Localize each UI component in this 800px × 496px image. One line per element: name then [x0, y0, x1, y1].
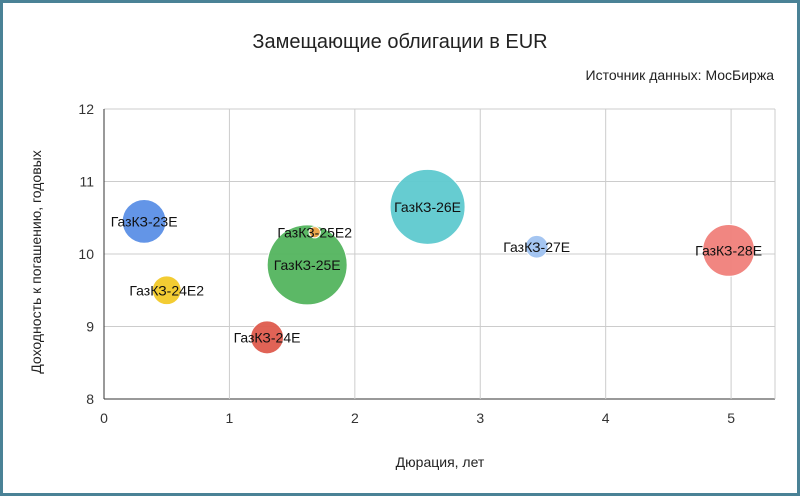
bubble-label: ГазКЗ-24Е	[234, 329, 301, 345]
y-tick-label: 10	[78, 246, 94, 262]
bubble-label: ГазКЗ-26Е	[394, 199, 461, 215]
bubble	[151, 275, 182, 306]
x-tick-label: 0	[100, 410, 108, 426]
bubble-label: ГазКЗ-28Е	[695, 242, 762, 258]
y-tick-label: 9	[86, 319, 94, 335]
bubble	[250, 320, 285, 355]
y-tick-label: 12	[78, 101, 94, 117]
grid	[103, 108, 776, 400]
bubble-label: ГазКЗ-25Е2	[277, 224, 352, 240]
chart-subtitle: Источник данных: МосБиржа	[586, 67, 775, 83]
x-tick-label: 1	[226, 410, 234, 426]
bubble	[524, 234, 549, 259]
chart-title: Замещающие облигации в EUR	[252, 31, 547, 53]
bubble	[389, 168, 466, 245]
data-labels-layer: ГазКЗ-23Е ГазКЗ-24Е2 ГазКЗ-24Е ГазКЗ-25Е2 Га…	[111, 199, 762, 346]
x-tick-label: 4	[602, 410, 610, 426]
bubble	[121, 198, 167, 244]
bubble	[308, 226, 321, 239]
x-axis-title: Дюрация, лет	[396, 454, 485, 470]
bubble-label: ГазКЗ-23Е	[111, 213, 178, 229]
y-tick-label: 11	[79, 174, 94, 190]
x-tick-label: 3	[476, 410, 484, 426]
x-tick-label: 5	[727, 410, 735, 426]
bubble	[266, 224, 348, 306]
y-tick-label: 8	[86, 391, 94, 407]
bubbles-layer	[121, 168, 756, 355]
bubble	[702, 223, 756, 277]
bubble-label: ГазКЗ-25Е	[274, 257, 341, 273]
bubble-label: ГазКЗ-24Е2	[129, 282, 204, 298]
y-axis-title: Доходность к погашению, годовых	[28, 150, 44, 373]
x-tick-label: 2	[351, 410, 359, 426]
bubble-label: ГазКЗ-27Е	[503, 239, 570, 255]
